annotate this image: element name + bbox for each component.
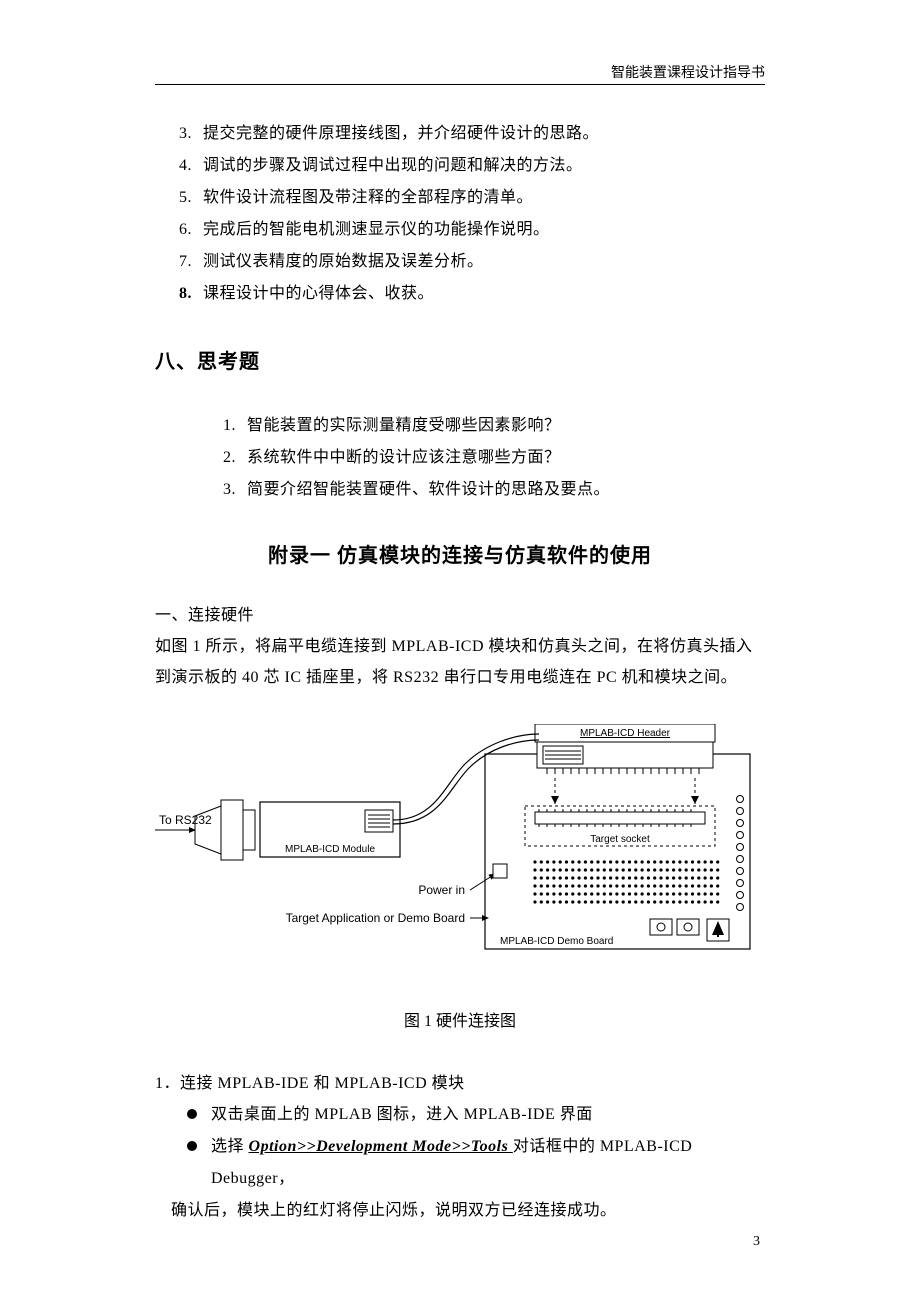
list-item: 5.软件设计流程图及带注释的全部程序的清单。 bbox=[155, 182, 765, 214]
sec2-num-title: 1．连接 MPLAB-IDE 和 MPLAB-ICD 模块 bbox=[155, 1068, 765, 1099]
ordered-list-b: 1.智能装置的实际测量精度受哪些因素影响？2.系统软件中中断的设计应该注意哪些方… bbox=[155, 410, 765, 506]
page-number: 3 bbox=[753, 1234, 760, 1250]
label-target-app: Target Application or Demo Board bbox=[286, 911, 465, 925]
bullet-dot-icon bbox=[187, 1109, 197, 1119]
label-power-in: Power in bbox=[418, 883, 465, 897]
bullet-1: 双击桌面上的 MPLAB 图标，进入 MPLAB-IDE 界面 bbox=[155, 1099, 765, 1131]
label-demo-board: MPLAB-ICD Demo Board bbox=[500, 936, 613, 947]
bullet-dot-icon bbox=[187, 1141, 197, 1151]
label-target-socket: Target socket bbox=[590, 834, 650, 845]
sec1-para: 如图 1 所示，将扁平电缆连接到 MPLAB-ICD 模块和仿真头之间，在将仿真… bbox=[155, 631, 765, 693]
figure-caption: 图 1 硬件连接图 bbox=[155, 1006, 765, 1038]
list-item: 7.测试仪表精度的原始数据及误差分析。 bbox=[155, 246, 765, 278]
section-8-title: 八、思考题 bbox=[155, 342, 765, 382]
list-item: 3.简要介绍智能装置硬件、软件设计的思路及要点。 bbox=[199, 474, 765, 506]
appendix-title: 附录一 仿真模块的连接与仿真软件的使用 bbox=[155, 536, 765, 576]
bullet-1-text: 双击桌面上的 MPLAB 图标，进入 MPLAB-IDE 界面 bbox=[211, 1106, 593, 1123]
page-content: 3.提交完整的硬件原理接线图，并介绍硬件设计的思路。4.调试的步骤及调试过程中出… bbox=[155, 118, 765, 1227]
list-item: 6.完成后的智能电机测速显示仪的功能操作说明。 bbox=[155, 214, 765, 246]
hardware-diagram: MPLAB-ICD Header Target socket bbox=[155, 724, 765, 974]
ordered-list-a: 3.提交完整的硬件原理接线图，并介绍硬件设计的思路。4.调试的步骤及调试过程中出… bbox=[155, 118, 765, 310]
list-item: 2.系统软件中中断的设计应该注意哪些方面？ bbox=[199, 442, 765, 474]
bullet-2-cont: 确认后，模块上的红灯将停止闪烁，说明双方已经连接成功。 bbox=[155, 1195, 765, 1227]
list-item: 3.提交完整的硬件原理接线图，并介绍硬件设计的思路。 bbox=[155, 118, 765, 150]
list-item: 8.课程设计中的心得体会、收获。 bbox=[155, 278, 765, 310]
header-title: 智能装置课程设计指导书 bbox=[611, 62, 765, 82]
bullet-2: 选择 Option>>Development Mode>>Tools 对话框中的… bbox=[155, 1131, 765, 1195]
list-item: 4.调试的步骤及调试过程中出现的问题和解决的方法。 bbox=[155, 150, 765, 182]
sec1-title: 一、连接硬件 bbox=[155, 600, 765, 631]
label-to-rs232: To RS232 bbox=[159, 813, 212, 827]
label-module: MPLAB-ICD Module bbox=[285, 844, 375, 855]
label-header: MPLAB-ICD Header bbox=[580, 728, 671, 739]
header-rule bbox=[155, 84, 765, 85]
bullet-2-prefix: 选择 bbox=[211, 1138, 249, 1155]
bullet-2-menu: Option>>Development Mode>>Tools bbox=[249, 1138, 513, 1155]
figure-1: MPLAB-ICD Header Target socket bbox=[155, 724, 765, 974]
list-item: 1.智能装置的实际测量精度受哪些因素影响？ bbox=[199, 410, 765, 442]
